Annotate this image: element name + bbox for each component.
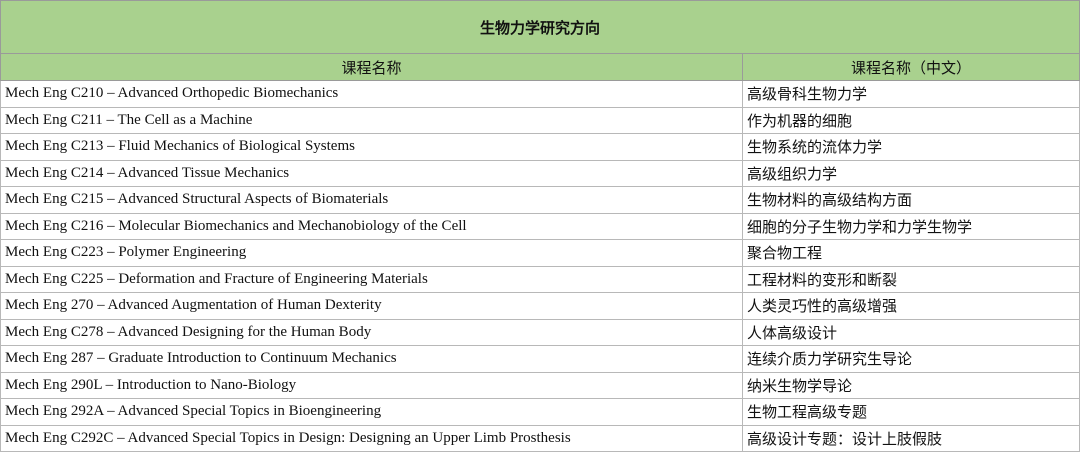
course-row: Mech Eng C223 – Polymer Engineering 聚合物工程: [0, 239, 1080, 267]
course-name-zh: 生物工程高级专题: [742, 398, 1080, 426]
course-name: Mech Eng C214 – Advanced Tissue Mechanic…: [0, 159, 743, 187]
course-row: Mech Eng 290L – Introduction to Nano-Bio…: [0, 371, 1080, 399]
course-row: Mech Eng C216 – Molecular Biomechanics a…: [0, 212, 1080, 240]
course-name: Mech Eng C278 – Advanced Designing for t…: [0, 318, 743, 346]
course-name-zh: 人体高级设计: [742, 318, 1080, 346]
header-cell: 课程名称（中文）: [742, 53, 1080, 81]
course-name: Mech Eng 290L – Introduction to Nano-Bio…: [0, 371, 743, 399]
course-name: Mech Eng C225 – Deformation and Fracture…: [0, 265, 743, 293]
course-row: Mech Eng C278 – Advanced Designing for t…: [0, 318, 1080, 346]
course-row: Mech Eng C225 – Deformation and Fracture…: [0, 265, 1080, 293]
course-name: Mech Eng 287 – Graduate Introduction to …: [0, 345, 743, 373]
title-row: 生物力学研究方向: [0, 0, 1080, 54]
course-name: Mech Eng C211 – The Cell as a Machine: [0, 106, 743, 134]
table-title: 生物力学研究方向: [0, 0, 1080, 54]
course-name-zh: 生物系统的流体力学: [742, 133, 1080, 161]
course-name: Mech Eng C215 – Advanced Structural Aspe…: [0, 186, 743, 214]
course-name-zh: 高级组织力学: [742, 159, 1080, 187]
course-name: Mech Eng C216 – Molecular Biomechanics a…: [0, 212, 743, 240]
course-row: Mech Eng 270 – Advanced Augmentation of …: [0, 292, 1080, 320]
course-name-zh: 连续介质力学研究生导论: [742, 345, 1080, 373]
course-name-zh: 工程材料的变形和断裂: [742, 265, 1080, 293]
course-name-zh: 作为机器的细胞: [742, 106, 1080, 134]
course-name-zh: 聚合物工程: [742, 239, 1080, 267]
course-name-zh: 高级骨科生物力学: [742, 80, 1080, 108]
course-row: Mech Eng C214 – Advanced Tissue Mechanic…: [0, 159, 1080, 187]
course-row: Mech Eng 287 – Graduate Introduction to …: [0, 345, 1080, 373]
course-name: Mech Eng 270 – Advanced Augmentation of …: [0, 292, 743, 320]
course-name-zh: 细胞的分子生物力学和力学生物学: [742, 212, 1080, 240]
course-name-zh: 人类灵巧性的高级增强: [742, 292, 1080, 320]
course-row: Mech Eng C211 – The Cell as a Machine 作为机…: [0, 106, 1080, 134]
course-row: Mech Eng C213 – Fluid Mechanics of Biolo…: [0, 133, 1080, 161]
course-row: Mech Eng C292C – Advanced Special Topics…: [0, 424, 1080, 452]
course-row: Mech Eng 292A – Advanced Special Topics …: [0, 398, 1080, 426]
course-row: Mech Eng C210 – Advanced Orthopedic Biom…: [0, 80, 1080, 108]
course-name-zh: 生物材料的高级结构方面: [742, 186, 1080, 214]
course-name: Mech Eng 292A – Advanced Special Topics …: [0, 398, 743, 426]
header-cell: 课程名称: [0, 53, 743, 81]
course-name: Mech Eng C292C – Advanced Special Topics…: [0, 424, 743, 452]
course-name-zh: 纳米生物学导论: [742, 371, 1080, 399]
header-row: 课程名称 课程名称（中文）: [0, 53, 1080, 81]
course-name: Mech Eng C223 – Polymer Engineering: [0, 239, 743, 267]
course-row: Mech Eng C215 – Advanced Structural Aspe…: [0, 186, 1080, 214]
course-name-zh: 高级设计专题：设计上肢假肢: [742, 424, 1080, 452]
course-name: Mech Eng C210 – Advanced Orthopedic Biom…: [0, 80, 743, 108]
course-name: Mech Eng C213 – Fluid Mechanics of Biolo…: [0, 133, 743, 161]
